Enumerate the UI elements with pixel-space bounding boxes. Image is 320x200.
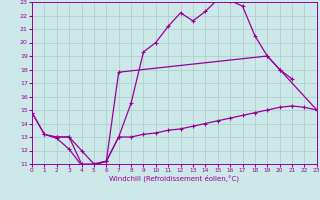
X-axis label: Windchill (Refroidissement éolien,°C): Windchill (Refroidissement éolien,°C) bbox=[109, 175, 239, 182]
